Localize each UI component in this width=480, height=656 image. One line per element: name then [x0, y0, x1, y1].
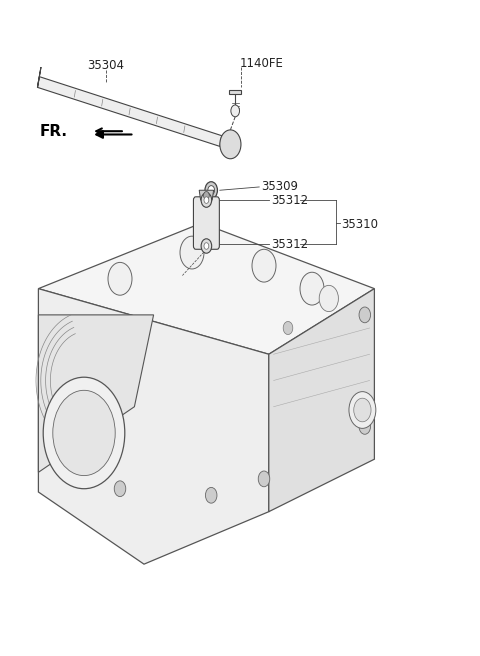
Polygon shape [229, 90, 241, 94]
Circle shape [180, 236, 204, 269]
Polygon shape [38, 223, 374, 354]
Text: 35304: 35304 [87, 59, 124, 72]
Circle shape [258, 471, 270, 487]
Circle shape [252, 249, 276, 282]
Circle shape [108, 262, 132, 295]
Circle shape [354, 398, 371, 422]
Circle shape [53, 390, 115, 476]
Circle shape [359, 419, 371, 434]
Circle shape [300, 272, 324, 305]
Polygon shape [37, 77, 222, 146]
Text: 35312: 35312 [271, 237, 308, 251]
Polygon shape [199, 190, 214, 200]
Text: 35312: 35312 [271, 194, 308, 207]
Circle shape [201, 239, 212, 253]
Polygon shape [38, 315, 154, 472]
Polygon shape [38, 289, 269, 564]
Circle shape [201, 193, 212, 207]
Circle shape [204, 197, 209, 203]
Circle shape [283, 321, 293, 335]
Circle shape [349, 392, 376, 428]
Circle shape [208, 186, 215, 195]
Text: 35310: 35310 [341, 218, 378, 231]
Text: 1140FE: 1140FE [240, 57, 284, 70]
Circle shape [114, 481, 126, 497]
Polygon shape [37, 67, 41, 87]
Circle shape [319, 285, 338, 312]
Circle shape [231, 105, 240, 117]
Circle shape [43, 377, 125, 489]
Text: 35309: 35309 [262, 180, 299, 194]
Circle shape [205, 182, 217, 199]
Circle shape [220, 130, 241, 159]
Circle shape [359, 307, 371, 323]
FancyBboxPatch shape [193, 197, 219, 249]
Circle shape [205, 487, 217, 503]
Polygon shape [269, 289, 374, 512]
Circle shape [204, 192, 209, 199]
Text: FR.: FR. [39, 124, 67, 138]
Circle shape [204, 243, 209, 249]
